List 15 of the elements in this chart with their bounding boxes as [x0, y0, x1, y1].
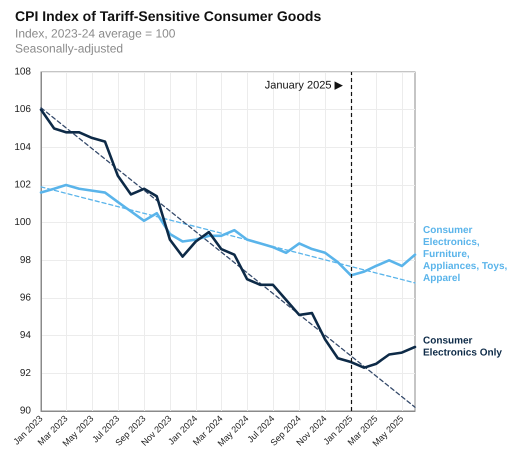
y-tick-label: 104: [14, 142, 32, 153]
chart-subtitle: Index, 2023-24 average = 100 Seasonally-adjusted: [15, 26, 176, 56]
y-tick-label: 90: [20, 406, 32, 416]
series-label: Consumer Electronics, Furniture, Appliances, Toys, Apparel: [423, 225, 510, 284]
y-tick-label: 108: [14, 66, 32, 78]
y-tick-label: 92: [20, 368, 32, 379]
y-tick-label: 106: [14, 104, 32, 116]
y-tick-label: 102: [14, 180, 32, 190]
series-label: Consumer Electronics Only: [423, 335, 502, 358]
y-tick-label: 94: [20, 330, 32, 342]
ref-line-label: January 2025 ▶: [264, 80, 344, 92]
y-tick-label: 98: [20, 254, 32, 266]
chart-title: CPI Index of Tariff-Sensitive Consumer Goods: [15, 8, 322, 24]
y-tick-label: 100: [14, 217, 32, 228]
y-tick-label: 96: [20, 292, 32, 304]
